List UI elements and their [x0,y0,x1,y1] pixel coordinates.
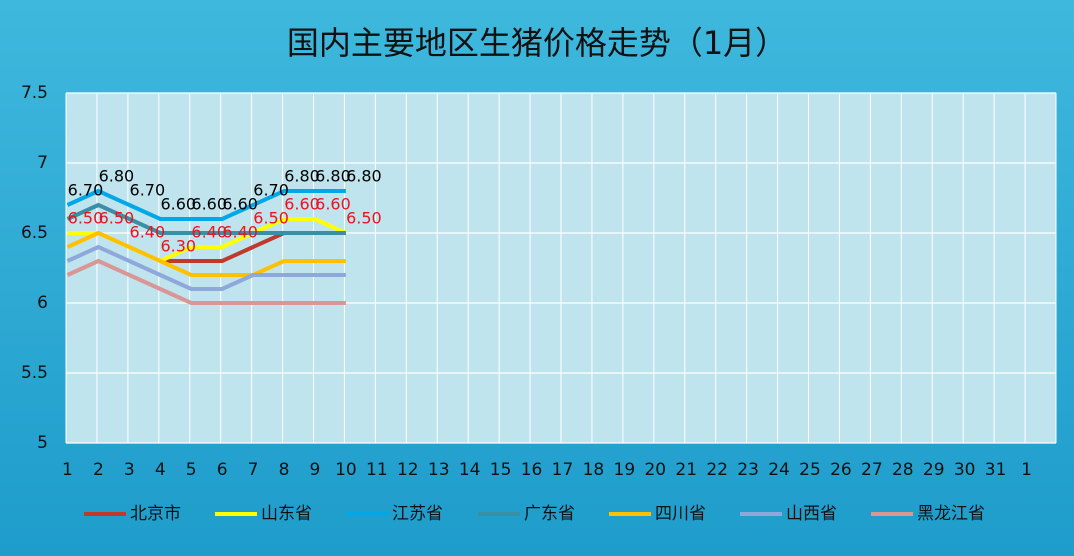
data-label: 6.80 [315,167,351,186]
y-tick-label: 6 [37,293,48,313]
x-tick-label: 25 [799,460,821,480]
x-tick-label: 14 [459,460,481,480]
data-label: 6.60 [160,195,196,214]
legend-label: 北京市 [130,504,181,524]
x-tick-label: 19 [614,460,636,480]
data-label: 6.60 [315,195,351,214]
x-tick-label: 23 [737,460,759,480]
y-tick-label: 6.5 [21,223,48,243]
x-tick-label: 31 [985,460,1007,480]
y-tick-label: 7 [37,153,48,173]
data-label: 6.60 [191,195,227,214]
x-tick-label: 1 [1021,460,1032,480]
x-tick-label: 11 [366,460,388,480]
x-tick-label: 5 [186,460,197,480]
legend-label: 江苏省 [392,504,443,524]
x-tick-label: 24 [768,460,790,480]
data-label: 6.30 [160,237,196,256]
series-line [66,244,346,291]
data-label: 6.50 [253,209,289,228]
data-label: 6.60 [222,195,258,214]
x-tick-label: 15 [490,460,512,480]
legend-label: 山西省 [786,504,837,524]
x-tick-label: 10 [335,460,357,480]
data-label: 6.80 [99,167,135,186]
x-tick-label: 28 [892,460,914,480]
data-label: 6.40 [130,223,166,242]
x-tick-label: 13 [428,460,450,480]
legend-label: 四川省 [655,504,706,524]
data-label: 6.50 [68,209,104,228]
legend-label: 黑龙江省 [917,504,985,524]
series-line [66,188,346,221]
x-tick-label: 12 [397,460,419,480]
data-label: 6.40 [191,223,227,242]
data-label: 6.50 [99,209,135,228]
x-tick-label: 22 [706,460,728,480]
x-tick-label: 29 [923,460,945,480]
x-tick-label: 2 [93,460,104,480]
data-label: 6.80 [346,167,382,186]
data-label: 6.40 [222,223,258,242]
legend-label: 山东省 [261,504,312,524]
series-line [66,230,346,277]
y-tick-label: 7.5 [21,83,48,103]
x-tick-label: 18 [583,460,605,480]
y-tick-label: 5 [37,433,48,453]
y-tick-label: 5.5 [21,363,48,383]
legend-label: 广东省 [524,504,575,524]
x-tick-label: 16 [521,460,543,480]
x-tick-label: 6 [217,460,228,480]
data-label: 6.70 [68,181,104,200]
x-tick-label: 7 [248,460,259,480]
x-tick-label: 20 [644,460,666,480]
data-label: 6.60 [284,195,320,214]
series-line [66,258,346,305]
x-tick-label: 8 [279,460,290,480]
x-tick-label: 21 [675,460,697,480]
chart-title: 国内主要地区生猪价格走势（1月） [287,24,787,62]
x-tick-label: 3 [124,460,135,480]
x-tick-label: 26 [830,460,852,480]
x-tick-label: 1 [62,460,73,480]
series-line [66,202,346,235]
data-label: 6.80 [284,167,320,186]
x-tick-label: 9 [310,460,321,480]
data-label: 6.70 [253,181,289,200]
x-tick-label: 27 [861,460,883,480]
data-label: 6.70 [130,181,166,200]
x-tick-label: 4 [155,460,166,480]
data-label: 6.50 [346,209,382,228]
x-tick-label: 30 [954,460,976,480]
x-tick-label: 17 [552,460,574,480]
